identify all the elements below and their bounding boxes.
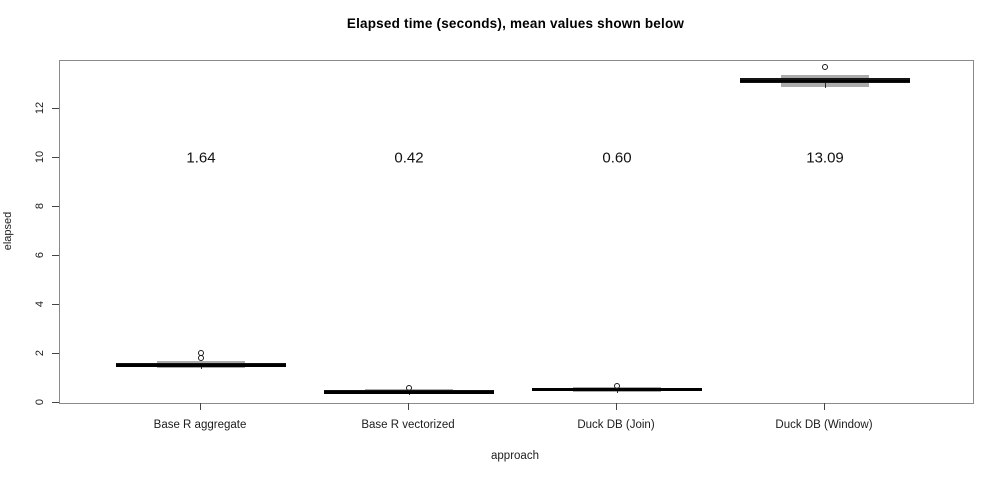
mean-label: 0.42: [394, 149, 424, 167]
box-center-tick: [824, 80, 826, 88]
y-tick: [52, 352, 59, 354]
box-median: [740, 79, 910, 83]
x-tick: [615, 403, 617, 410]
y-axis-title: elapsed: [2, 211, 14, 251]
y-tick-label: 8: [34, 202, 46, 210]
y-tick: [52, 156, 59, 158]
y-tick: [52, 254, 59, 256]
outlier-point: [198, 355, 204, 362]
outlier-point: [614, 383, 620, 390]
y-tick: [52, 107, 59, 109]
box-median: [532, 388, 702, 391]
y-tick-label: 4: [34, 300, 46, 308]
mean-label: 13.09: [806, 149, 844, 167]
y-tick: [52, 401, 59, 403]
x-tick-label: Duck DB (Join): [577, 419, 655, 431]
y-tick-label: 10: [34, 150, 46, 164]
plot-area: 1.64 0.42 0.60 13.09: [59, 60, 974, 404]
box-center-tick: [616, 389, 618, 393]
x-axis-title: approach: [491, 450, 539, 462]
x-tick: [823, 403, 825, 410]
mean-label: 1.64: [186, 149, 216, 167]
x-tick-label: Duck DB (Window): [775, 419, 873, 431]
y-tick: [52, 205, 59, 207]
x-tick-label: Base R aggregate: [153, 419, 247, 431]
outlier-point: [406, 385, 412, 392]
box-center-tick: [200, 365, 202, 369]
y-tick-label: 12: [34, 101, 46, 115]
x-tick: [199, 403, 201, 410]
box-median: [324, 390, 494, 394]
mean-label: 0.60: [602, 149, 632, 167]
box-median: [116, 364, 286, 367]
outlier-point: [198, 349, 204, 356]
x-tick-label: Base R vectorized: [361, 419, 455, 431]
outlier-point: [822, 64, 828, 71]
chart-title: Elapsed time (seconds), mean values show…: [346, 16, 685, 31]
y-tick: [52, 303, 59, 305]
y-tick-label: 0: [34, 398, 46, 406]
y-tick-label: 6: [34, 251, 46, 259]
x-tick: [407, 403, 409, 410]
y-tick-label: 2: [34, 349, 46, 357]
